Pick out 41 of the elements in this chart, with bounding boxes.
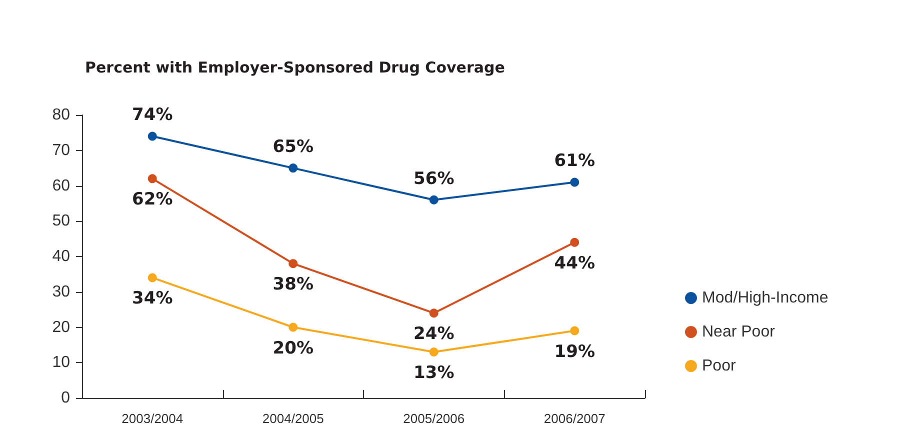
legend-label: Near Poor xyxy=(702,324,776,340)
data-label: 38% xyxy=(272,274,314,295)
point xyxy=(148,174,157,184)
point xyxy=(570,178,580,187)
y-tick-label: 0 xyxy=(61,390,70,406)
y-tick-label: 60 xyxy=(52,177,70,194)
data-label: 61% xyxy=(554,151,595,172)
point xyxy=(429,308,438,318)
data-label: 62% xyxy=(132,190,173,210)
y-tick-label: 30 xyxy=(52,283,70,300)
point xyxy=(429,348,438,357)
point xyxy=(288,322,298,332)
x-tick-label: 2005/2006 xyxy=(403,411,465,426)
point xyxy=(429,195,438,204)
data-label: 65% xyxy=(272,137,314,158)
point xyxy=(570,326,580,336)
y-tick-label: 70 xyxy=(52,142,70,159)
point xyxy=(148,132,157,141)
point xyxy=(570,238,580,247)
data-label: 56% xyxy=(414,168,454,189)
point xyxy=(288,164,298,173)
data-label: 19% xyxy=(554,342,595,362)
x-tick-label: 2003/2004 xyxy=(122,411,184,426)
y-tick-label: 80 xyxy=(52,106,70,124)
x-tick-label: 2006/2007 xyxy=(544,411,606,426)
y-tick-label: 20 xyxy=(52,318,70,336)
y-tick-label: 50 xyxy=(52,212,70,230)
data-label: 34% xyxy=(132,288,173,309)
point xyxy=(148,273,157,282)
y-tick-label: 10 xyxy=(52,354,70,372)
chart-title: Percent with Employer-Sponsored Drug Coverage xyxy=(85,58,505,76)
legend-label: Mod/High-Income xyxy=(702,290,828,306)
x-tick-label: 2004/2005 xyxy=(262,411,324,426)
data-label: 24% xyxy=(414,324,454,344)
legend-label: Poor xyxy=(702,358,736,374)
y-tick-label: 40 xyxy=(52,248,70,265)
data-label: 44% xyxy=(554,253,595,274)
data-label: 74% xyxy=(132,105,173,126)
data-label: 20% xyxy=(272,338,314,358)
point xyxy=(288,259,298,268)
data-label: 13% xyxy=(414,363,454,384)
